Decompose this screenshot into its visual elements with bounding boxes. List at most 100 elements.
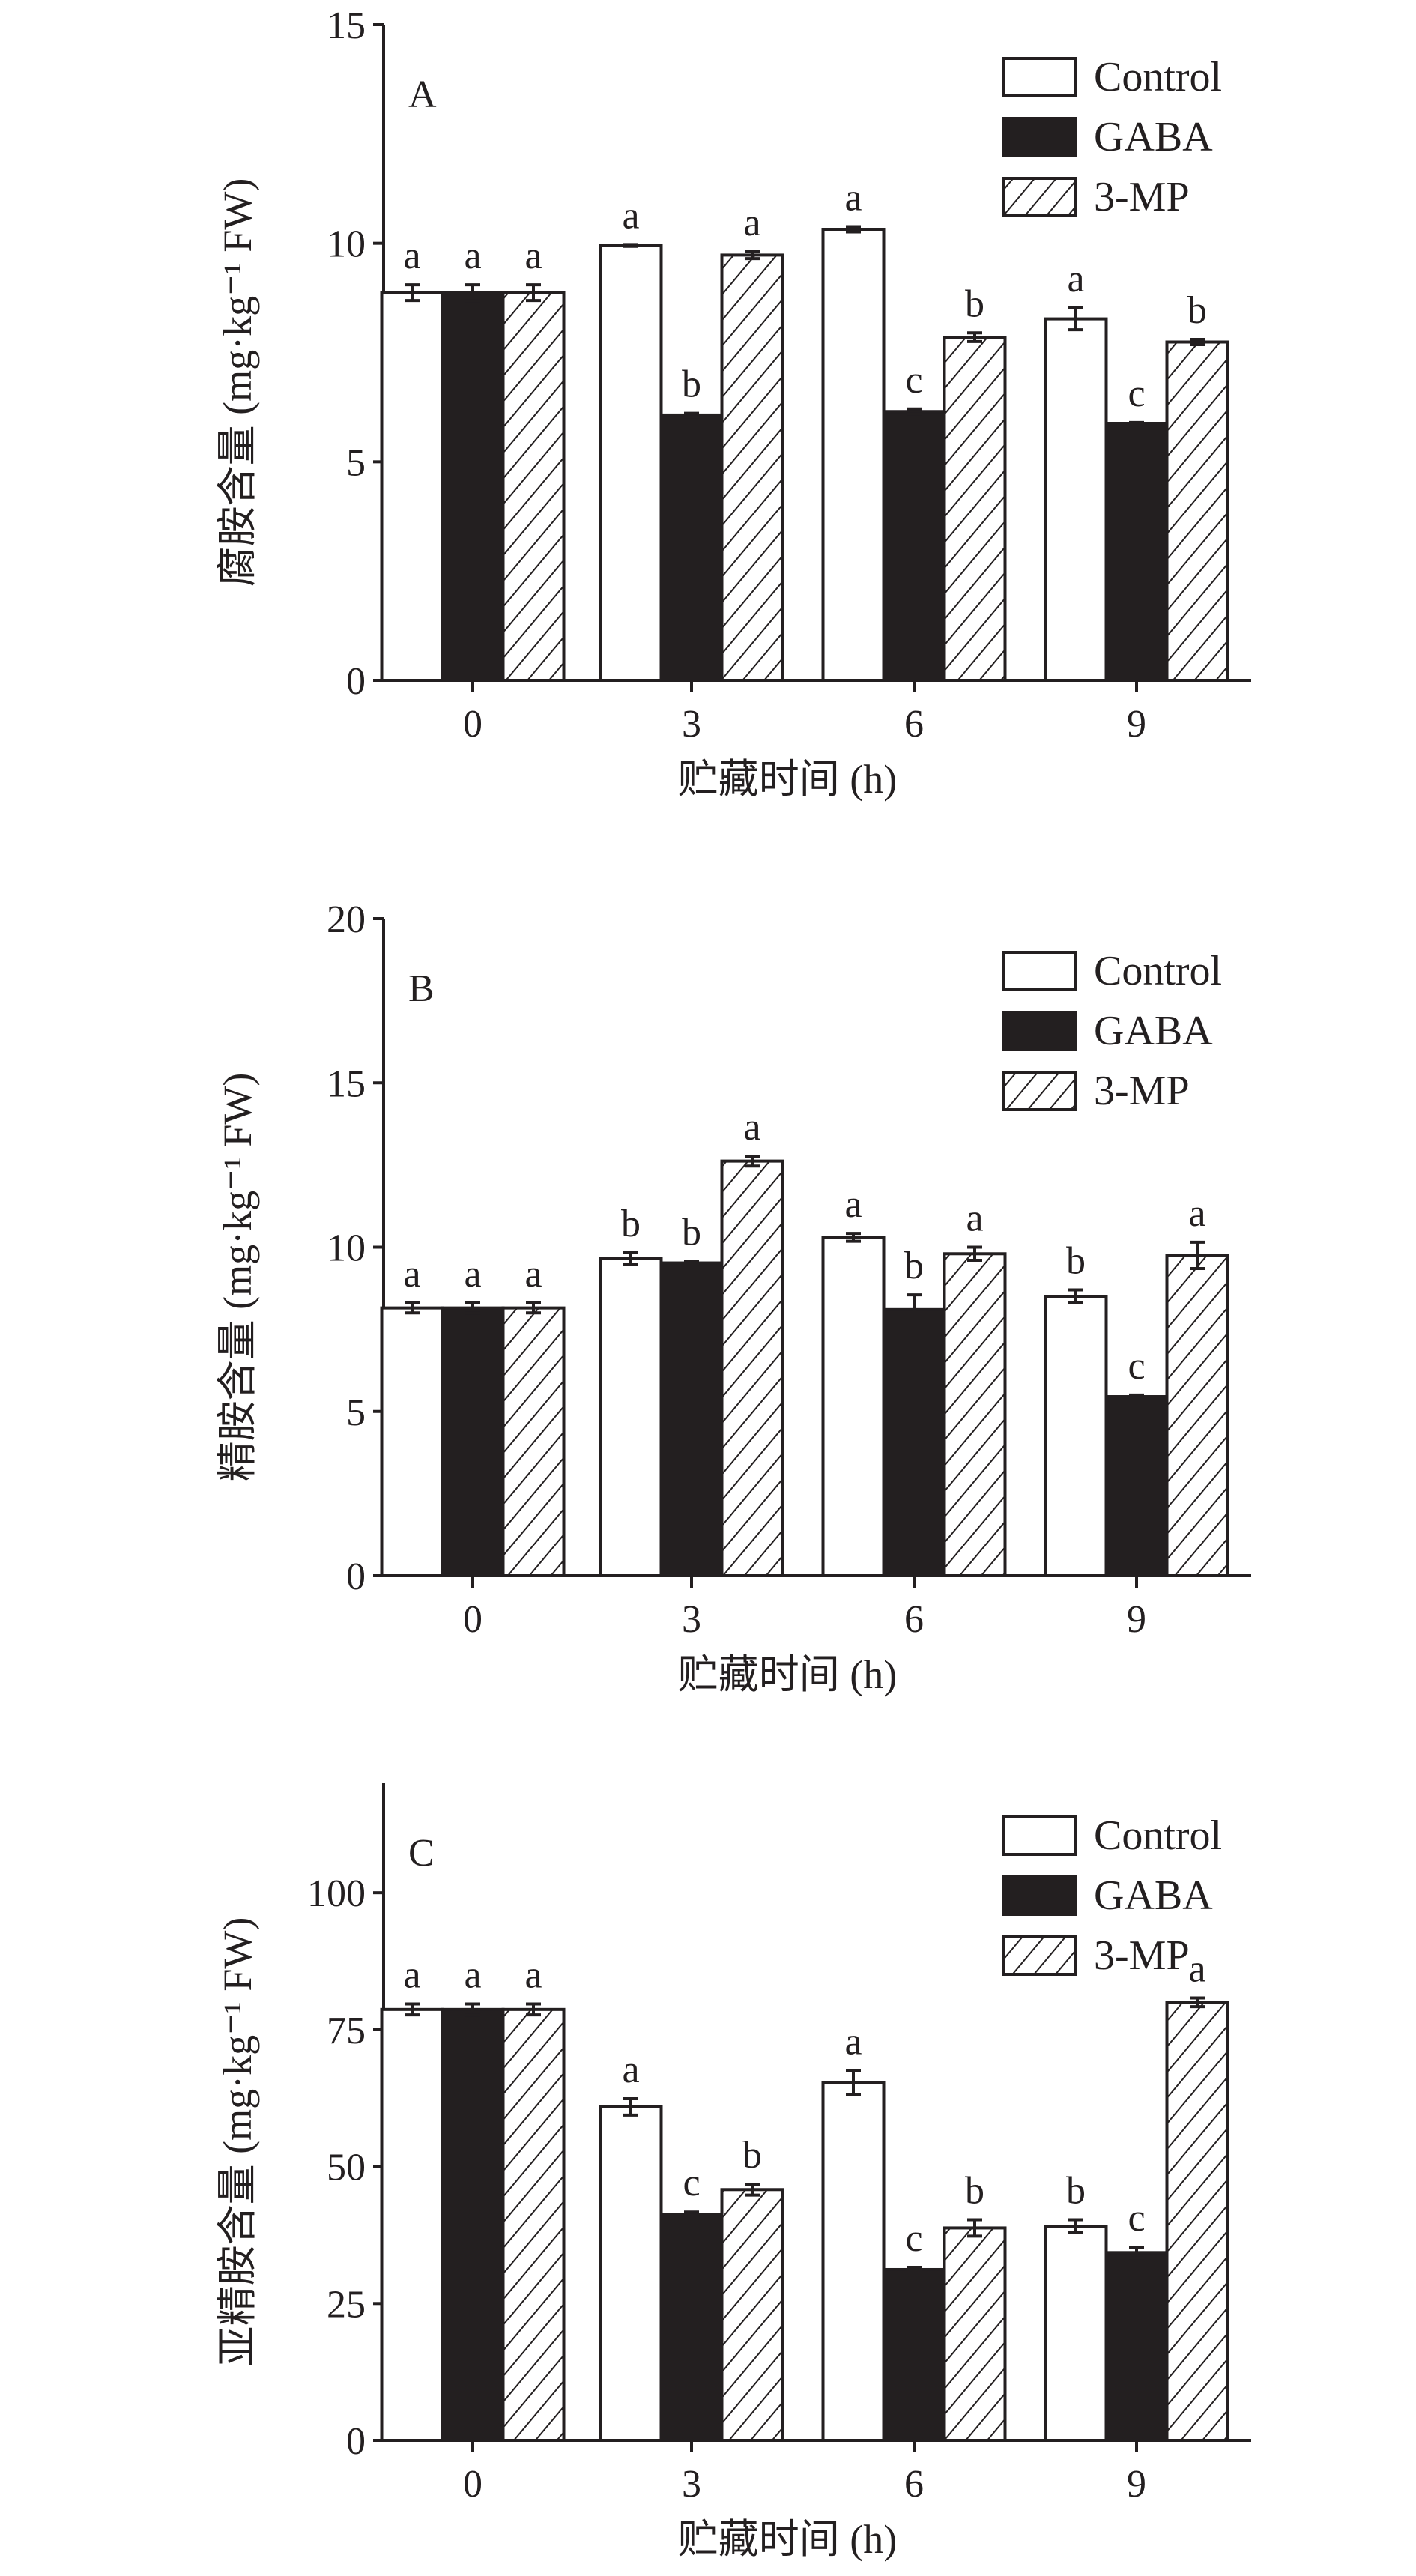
legend-label: 3-MP (1094, 174, 1190, 220)
bar-gaba-0 (441, 2007, 505, 2443)
legend-label: GABA (1094, 1008, 1213, 1054)
bar-3-mp-6 (943, 2226, 1007, 2443)
significance-letter: b (965, 2169, 984, 2212)
y-axis-label: 腐胺含量 (mg·kg⁻¹ FW) (215, 178, 260, 587)
legend-label: GABA (1094, 114, 1213, 160)
y-tick-label: 0 (346, 2420, 366, 2463)
significance-letter: b (965, 282, 984, 325)
y-tick-label: 10 (327, 1227, 366, 1270)
bar-gaba-3 (659, 413, 724, 683)
significance-letter: a (844, 2021, 862, 2063)
bar-control-3 (599, 2105, 663, 2443)
panel-label: C (408, 1832, 435, 1875)
x-tick-label: 0 (463, 703, 482, 746)
x-axis-label: 贮藏时间 (h) (678, 757, 897, 802)
significance-letter: a (743, 202, 760, 244)
bar-gaba-3 (659, 2213, 724, 2443)
significance-letter: b (904, 1245, 924, 1287)
y-tick-label: 100 (307, 1872, 366, 1915)
bar-3-mp-3 (720, 2188, 784, 2442)
significance-letter: a (966, 1197, 983, 1240)
significance-letter: c (1128, 1345, 1145, 1388)
bar-gaba-9 (1104, 1395, 1169, 1577)
y-tick-label: 10 (327, 223, 366, 266)
significance-letter: c (1128, 2197, 1145, 2240)
y-tick-label: 50 (327, 2147, 366, 2189)
significance-letter: a (524, 1954, 542, 1997)
bar-control-6 (821, 228, 886, 682)
x-tick-label: 6 (904, 1598, 924, 1641)
bar-control-3 (599, 244, 663, 683)
significance-letter: a (403, 1954, 420, 1997)
bar-3-mp-9 (1165, 1254, 1229, 1578)
bar-gaba-3 (659, 1261, 724, 1577)
x-tick-label: 9 (1127, 1598, 1146, 1641)
significance-letter: c (1128, 372, 1145, 415)
legend-swatch-3-mp (1002, 1935, 1077, 1976)
y-tick-label: 0 (346, 660, 366, 703)
legend-swatch-gaba (1002, 1011, 1077, 1051)
legend-swatch-3-mp (1002, 1071, 1077, 1111)
y-axis-label: 精胺含量 (mg·kg⁻¹ FW) (215, 1073, 260, 1482)
significance-letter: a (844, 177, 862, 220)
x-tick-label: 3 (682, 1598, 701, 1641)
x-axis-label: 贮藏时间 (h) (678, 2517, 897, 2562)
significance-letter: b (1187, 289, 1207, 332)
y-tick-label: 20 (327, 898, 366, 941)
significance-letter: b (682, 363, 701, 406)
y-tick-label: 15 (327, 1062, 366, 1105)
x-tick-label: 6 (904, 2463, 924, 2506)
y-axis-label: 亚精胺含量 (mg·kg⁻¹ FW) (215, 1917, 260, 2367)
bar-control-9 (1044, 2225, 1108, 2442)
x-tick-label: 0 (463, 1598, 482, 1641)
bar-gaba-0 (441, 1306, 505, 1578)
significance-letter: a (622, 2049, 639, 2091)
significance-letter: a (1188, 1947, 1205, 1990)
x-tick-label: 9 (1127, 703, 1146, 746)
legend-label: Control (1094, 948, 1222, 994)
significance-letter: a (464, 1253, 481, 1295)
bar-3-mp-3 (720, 1159, 784, 1578)
significance-letter: b (1066, 1240, 1086, 1283)
bar-gaba-6 (882, 410, 946, 682)
x-tick-label: 3 (682, 703, 701, 746)
bar-3-mp-0 (501, 2007, 566, 2443)
significance-letter: b (682, 1211, 701, 1254)
significance-letter: a (464, 1954, 481, 1997)
bar-control-9 (1044, 1295, 1108, 1578)
x-tick-label: 3 (682, 2463, 701, 2506)
significance-letter: b (621, 1203, 641, 1245)
significance-letter: a (403, 1253, 420, 1295)
legend-label: Control (1094, 54, 1222, 100)
y-tick-label: 0 (346, 1555, 366, 1598)
legend-label: Control (1094, 1812, 1222, 1859)
bar-gaba-9 (1104, 422, 1169, 682)
x-tick-label: 9 (1127, 2463, 1146, 2506)
panel-label: B (408, 967, 435, 1010)
y-tick-label: 25 (327, 2283, 366, 2326)
significance-letter: a (622, 194, 639, 237)
panel-label: A (408, 73, 437, 116)
bar-control-0 (380, 1306, 444, 1578)
bar-3-mp-6 (943, 1252, 1007, 1578)
bar-3-mp-0 (501, 291, 566, 683)
legend-label: 3-MP (1094, 1068, 1190, 1114)
y-tick-label: 15 (327, 4, 366, 47)
significance-letter: b (1066, 2169, 1086, 2212)
significance-letter: b (742, 2134, 762, 2177)
x-axis-label: 贮藏时间 (h) (678, 1652, 897, 1697)
bar-control-6 (821, 1236, 886, 1577)
significance-letter: c (905, 359, 922, 402)
bar-gaba-0 (441, 291, 505, 683)
bar-control-0 (380, 2007, 444, 2443)
y-tick-label: 5 (346, 441, 366, 484)
bar-control-6 (821, 2081, 886, 2443)
bar-3-mp-6 (943, 336, 1007, 682)
y-tick-label: 5 (346, 1391, 366, 1434)
bar-3-mp-9 (1165, 340, 1229, 682)
bar-control-0 (380, 291, 444, 683)
x-tick-label: 0 (463, 2463, 482, 2506)
y-tick-label: 75 (327, 2010, 366, 2052)
